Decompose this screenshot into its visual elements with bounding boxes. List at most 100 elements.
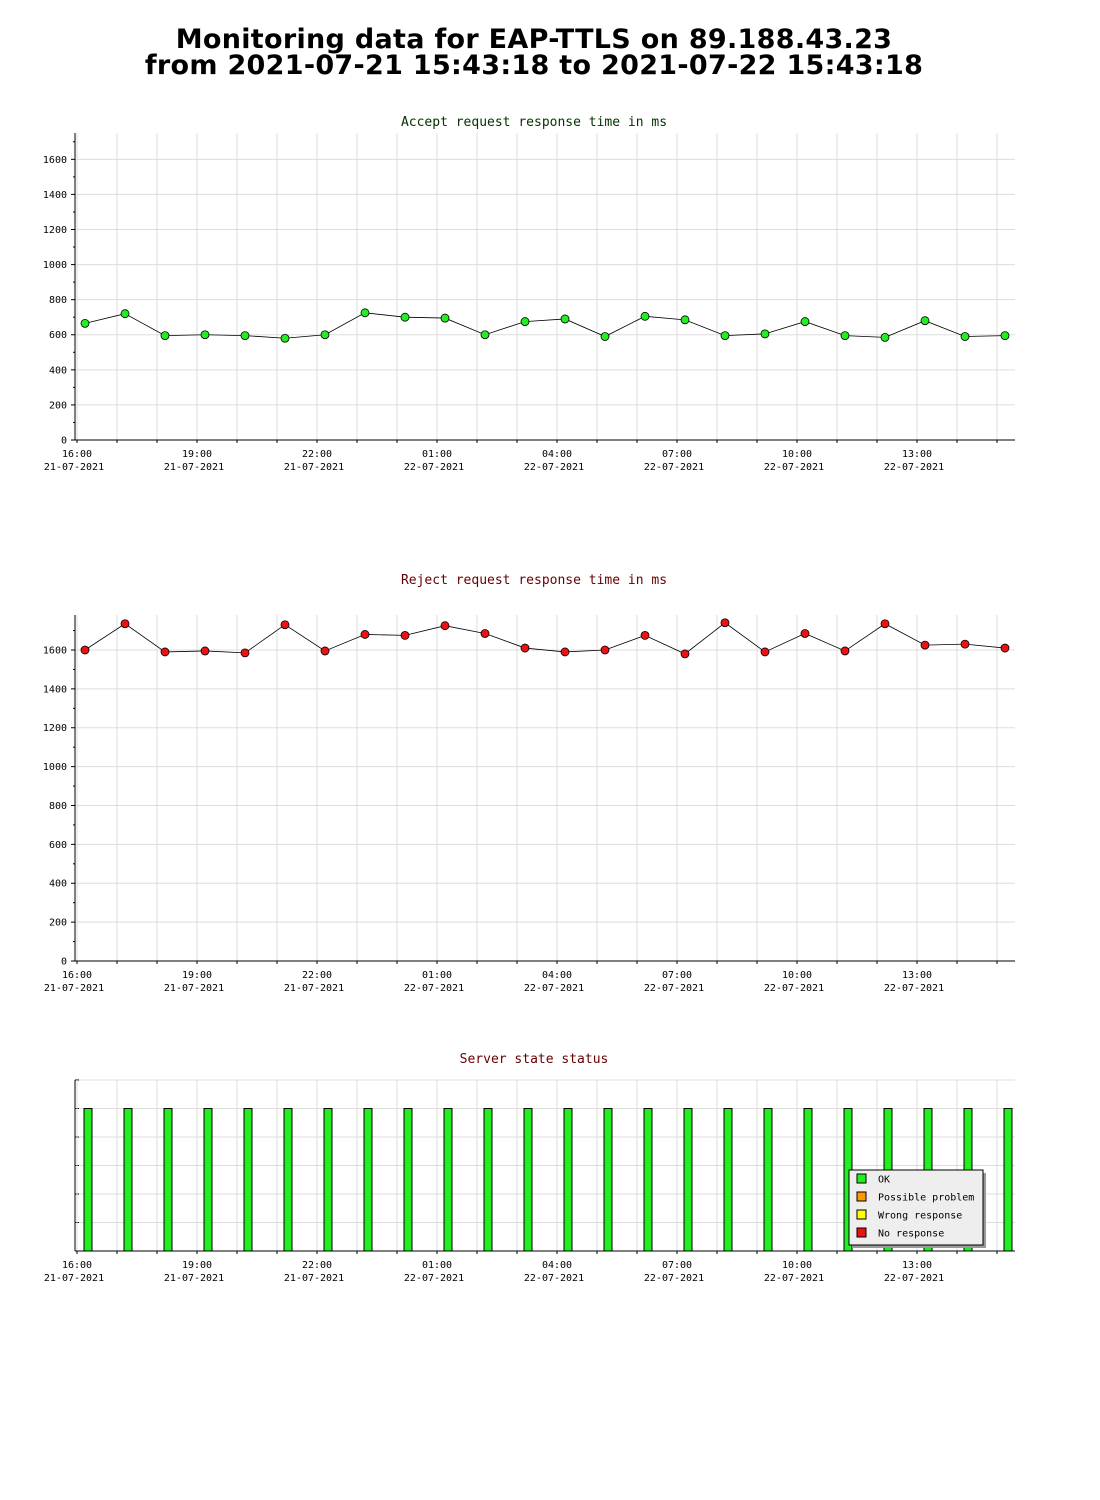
x-tick-label-time: 16:00 xyxy=(62,1260,92,1271)
data-point xyxy=(920,316,930,326)
x-tick-label-time: 19:00 xyxy=(182,449,212,460)
x-tick-label-date: 21-07-2021 xyxy=(44,1273,104,1284)
y-tick-label: 1600 xyxy=(43,155,67,166)
x-tick-label-time: 07:00 xyxy=(662,1260,692,1271)
x-tick-label-time: 10:00 xyxy=(782,449,812,460)
data-point xyxy=(560,314,570,324)
legend-swatch xyxy=(856,1209,867,1220)
data-point xyxy=(240,648,250,658)
data-point xyxy=(440,621,450,631)
y-tick-label: 400 xyxy=(49,879,67,890)
y-tick-label: 800 xyxy=(49,801,67,812)
legend-swatch xyxy=(856,1173,867,1184)
x-tick-label-date: 21-07-2021 xyxy=(164,1273,224,1284)
data-point xyxy=(560,647,570,657)
x-tick-label-time: 13:00 xyxy=(902,970,932,981)
y-tick-label: 1200 xyxy=(43,225,67,236)
data-point xyxy=(280,620,290,630)
x-tick-label-date: 22-07-2021 xyxy=(764,462,824,473)
y-tick-label: 600 xyxy=(49,330,67,341)
x-tick-label-date: 22-07-2021 xyxy=(884,1273,944,1284)
data-point xyxy=(360,308,370,318)
x-tick-label-time: 01:00 xyxy=(422,970,452,981)
legend-swatch xyxy=(856,1227,867,1238)
data-point xyxy=(80,318,90,328)
x-tick-label-time: 10:00 xyxy=(782,1260,812,1271)
x-tick-label-time: 22:00 xyxy=(302,970,332,981)
data-point xyxy=(120,309,130,319)
x-tick-label-time: 19:00 xyxy=(182,970,212,981)
x-tick-label-date: 22-07-2021 xyxy=(404,1273,464,1284)
status-bar xyxy=(363,1108,373,1252)
data-point xyxy=(800,317,810,326)
x-tick-label-time: 01:00 xyxy=(422,449,452,460)
x-tick-label-time: 16:00 xyxy=(62,970,92,981)
legend-label: Possible problem xyxy=(878,1193,974,1204)
x-tick-label-date: 22-07-2021 xyxy=(884,462,944,473)
y-tick-label: 1000 xyxy=(43,260,67,271)
y-tick-label: 1600 xyxy=(43,645,67,656)
chart-title: Server state status xyxy=(460,1052,609,1067)
legend-label: No response xyxy=(878,1229,944,1240)
data-point xyxy=(880,619,890,629)
y-tick-label: 1200 xyxy=(43,723,67,734)
page-title-line-2: from 2021-07-21 15:43:18 to 2021-07-22 1… xyxy=(144,50,924,81)
x-tick-label-date: 21-07-2021 xyxy=(164,983,224,994)
data-point xyxy=(440,313,450,323)
data-point xyxy=(800,629,810,638)
status-bar xyxy=(203,1108,213,1252)
x-tick-label-time: 13:00 xyxy=(902,449,932,460)
x-tick-label-date: 22-07-2021 xyxy=(764,1273,824,1284)
chart-title: Reject request response time in ms xyxy=(401,573,667,588)
y-tick-label: 600 xyxy=(49,840,67,851)
legend-label: Wrong response xyxy=(878,1211,962,1222)
legend-swatch xyxy=(856,1191,867,1202)
data-point xyxy=(160,331,170,341)
data-point xyxy=(400,312,410,322)
data-point xyxy=(320,330,330,340)
data-point xyxy=(200,330,210,340)
data-point xyxy=(600,645,610,655)
x-tick-label-time: 07:00 xyxy=(662,970,692,981)
data-point xyxy=(120,619,130,629)
x-tick-label-date: 22-07-2021 xyxy=(524,1273,584,1284)
data-point xyxy=(720,618,730,628)
x-tick-label-date: 22-07-2021 xyxy=(764,983,824,994)
data-point xyxy=(840,646,850,656)
data-point xyxy=(1000,331,1010,341)
data-point xyxy=(160,647,170,657)
data-point xyxy=(920,640,930,650)
x-tick-label-date: 21-07-2021 xyxy=(164,462,224,473)
status-bar xyxy=(163,1108,173,1252)
data-point xyxy=(960,639,970,649)
status-bar xyxy=(683,1108,693,1252)
data-point xyxy=(400,631,410,640)
chart-title: Accept request response time in ms xyxy=(401,115,667,130)
status-bar xyxy=(83,1108,93,1252)
status-bar xyxy=(443,1108,453,1252)
status-bar xyxy=(723,1108,733,1252)
y-tick-label: 1400 xyxy=(43,190,67,201)
data-point xyxy=(640,311,650,321)
x-tick-label-date: 21-07-2021 xyxy=(44,462,104,473)
data-point xyxy=(360,630,370,639)
data-point xyxy=(960,332,970,341)
data-point xyxy=(280,333,290,343)
y-tick-label: 0 xyxy=(61,436,67,447)
x-tick-label-date: 21-07-2021 xyxy=(284,462,344,473)
y-tick-label: 1000 xyxy=(43,762,67,773)
x-tick-label-date: 22-07-2021 xyxy=(644,1273,704,1284)
status-bar xyxy=(563,1108,573,1252)
x-tick-label-time: 04:00 xyxy=(542,970,572,981)
data-point xyxy=(320,646,330,656)
data-point xyxy=(600,332,610,341)
status-bar xyxy=(123,1108,133,1252)
status-bar xyxy=(283,1108,293,1252)
data-point xyxy=(1000,643,1010,653)
x-tick-label-time: 04:00 xyxy=(542,1260,572,1271)
x-tick-label-date: 21-07-2021 xyxy=(284,983,344,994)
status-bar xyxy=(323,1108,333,1252)
status-bar xyxy=(603,1108,613,1252)
x-tick-label-date: 21-07-2021 xyxy=(44,983,104,994)
data-point xyxy=(240,331,250,341)
